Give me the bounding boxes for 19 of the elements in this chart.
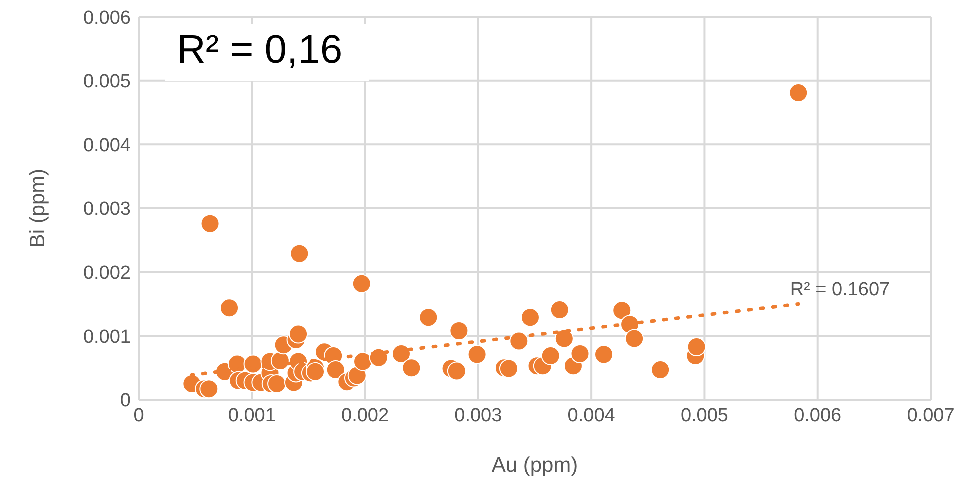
y-tick-label: 0.005 bbox=[83, 72, 131, 93]
y-tick-label: 0.001 bbox=[83, 326, 131, 348]
x-tick-label: 0.007 bbox=[907, 405, 955, 426]
x-tick-label: 0.006 bbox=[794, 405, 842, 426]
x-tick-label: 0.001 bbox=[228, 405, 276, 426]
y-tick-label: 0.006 bbox=[83, 8, 131, 29]
x-tick-label: 0.004 bbox=[568, 405, 616, 426]
y-axis-title: Bi (ppm) bbox=[26, 168, 50, 248]
y-tick-label: 0.002 bbox=[83, 263, 131, 284]
y-tick-label: 0 bbox=[120, 390, 131, 412]
annotation: R² = 0.1607 bbox=[790, 279, 890, 300]
x-tick-label: 0.002 bbox=[342, 405, 390, 426]
y-tick-label: 0.004 bbox=[83, 135, 132, 156]
x-tick-label: 0.003 bbox=[454, 405, 502, 426]
y-tick-label: 0.003 bbox=[83, 199, 131, 220]
x-axis-title: Au (ppm) bbox=[492, 454, 578, 477]
x-tick-label: 0.005 bbox=[680, 405, 728, 426]
annotation: R² = 0,16 bbox=[165, 24, 369, 81]
x-tick-label: 0 bbox=[134, 405, 144, 426]
